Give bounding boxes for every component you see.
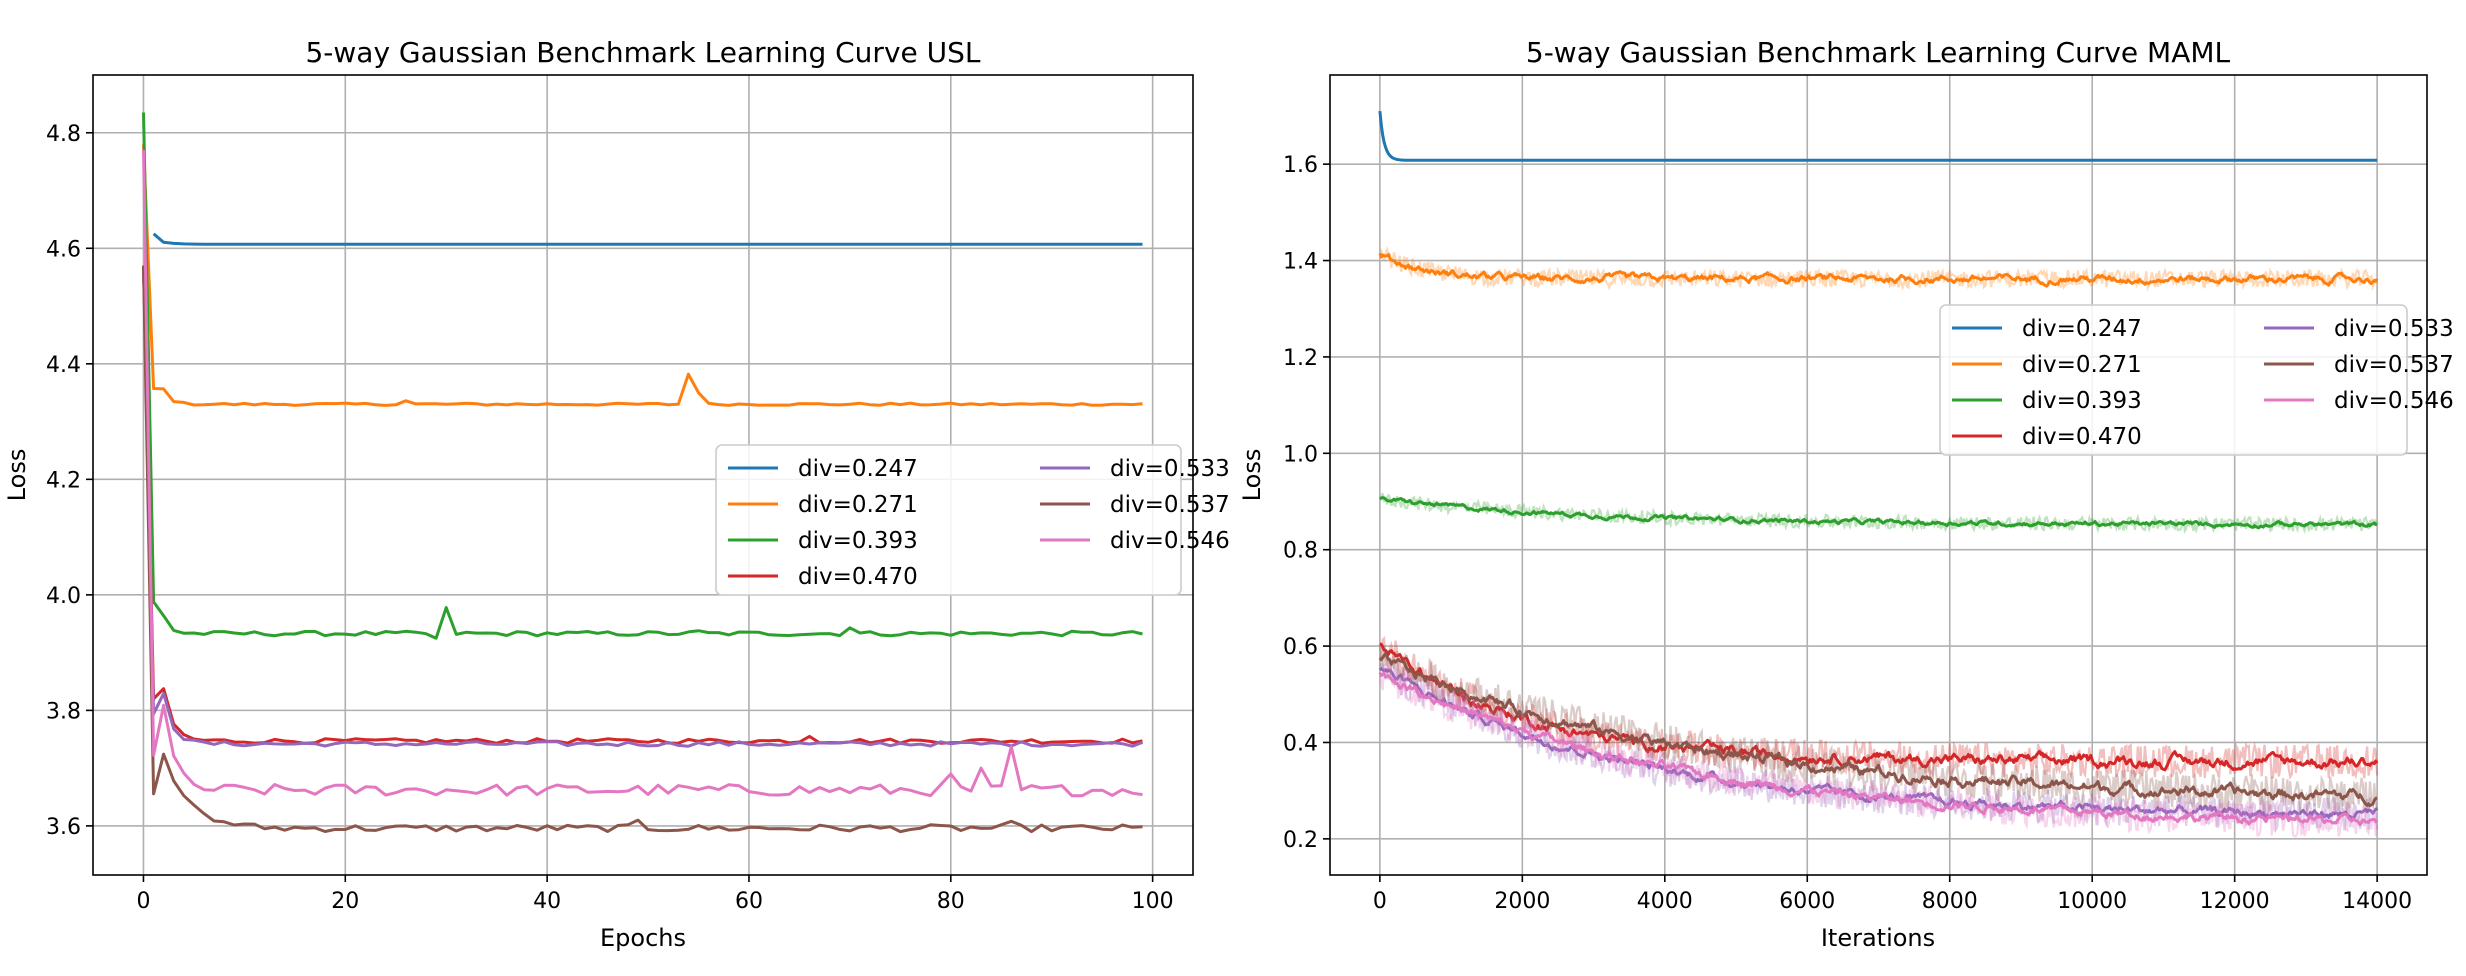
maml-y-tick-label: 0.2 xyxy=(1283,828,1318,853)
maml-series-line-div-0.533 xyxy=(1378,666,2379,820)
usl-series-line-div-0.393 xyxy=(142,112,1143,640)
maml-chart-title: 5-way Gaussian Benchmark Learning Curve … xyxy=(1526,36,2231,69)
maml-y-tick-label: 0.4 xyxy=(1283,731,1318,756)
usl-y-tick-label: 4.8 xyxy=(46,122,81,147)
usl-y-tick-label: 4.2 xyxy=(46,468,81,493)
usl-x-tick-label: 20 xyxy=(331,889,359,914)
maml-x-tick-label: 8000 xyxy=(1922,889,1978,914)
maml-y-tick-label: 0.6 xyxy=(1283,635,1318,660)
usl-x-tick-label: 60 xyxy=(735,889,763,914)
usl-legend-label: div=0.533 xyxy=(1110,456,1230,482)
usl-x-tick-label: 40 xyxy=(533,889,561,914)
maml-series-line-div-0.393 xyxy=(1379,496,2378,530)
maml-raw-line-div-0.470 xyxy=(1378,636,2379,780)
usl-series-line-div-0.533 xyxy=(142,265,1144,748)
maml-x-tick-label: 12000 xyxy=(2200,889,2270,914)
maml-ticks: 0 2000 4000 6000 8000 10000 12000 14000 0.2 0.4 0.… xyxy=(1283,153,2412,914)
maml-raw-line-div-0.271 xyxy=(1378,246,2378,292)
maml-legend-label: div=0.470 xyxy=(2022,424,2142,450)
usl-y-tick-label: 4.6 xyxy=(46,237,81,262)
maml-raw-line-div-0.533 xyxy=(1378,656,2379,834)
maml-y-axis-label: Loss xyxy=(1238,449,1266,502)
maml-series-line-div-0.470 xyxy=(1379,642,2379,772)
maml-series-line-div-0.271 xyxy=(1378,252,2379,288)
maml-x-tick-label: 2000 xyxy=(1494,889,1550,914)
maml-x-tick-label: 0 xyxy=(1373,889,1387,914)
maml-raw-line-div-0.546 xyxy=(1378,663,2379,838)
usl-plot-frame xyxy=(92,74,1194,876)
maml-y-tick-label: 1.4 xyxy=(1283,250,1318,275)
usl-y-tick-label: 4.4 xyxy=(46,353,81,378)
usl-x-tick-label: 80 xyxy=(937,889,965,914)
maml-x-tick-label: 10000 xyxy=(2057,889,2127,914)
usl-chart-title: 5-way Gaussian Benchmark Learning Curve … xyxy=(305,36,980,69)
maml-x-tick-label: 4000 xyxy=(1637,889,1693,914)
maml-y-tick-label: 1.0 xyxy=(1283,442,1318,467)
usl-legend-label: div=0.247 xyxy=(798,456,918,482)
usl-legend: div=0.247 div=0.271 div=0.393 div=0.470 div=… xyxy=(715,444,1230,596)
usl-x-tick-label: 0 xyxy=(136,889,150,914)
maml-y-tick-label: 1.6 xyxy=(1283,153,1318,178)
usl-legend-box xyxy=(715,444,1182,596)
maml-series xyxy=(1378,110,2379,838)
usl-y-tick-label: 3.6 xyxy=(46,815,81,840)
maml-legend-box xyxy=(1939,304,2408,456)
maml-x-tick-label: 6000 xyxy=(1779,889,1835,914)
usl-legend-label: div=0.546 xyxy=(1110,528,1230,554)
usl-series xyxy=(142,112,1144,834)
usl-y-axis-label: Loss xyxy=(3,449,31,502)
usl-series-line-div-0.537 xyxy=(142,265,1143,834)
usl-y-tick-label: 4.0 xyxy=(46,584,81,609)
maml-series-line-div-0.546 xyxy=(1378,671,2378,827)
maml-chart: 5-way Gaussian Benchmark Learning Curve … xyxy=(1238,36,2454,952)
usl-y-tick-label: 3.8 xyxy=(46,699,81,724)
usl-chart: 5-way Gaussian Benchmark Learning Curve … xyxy=(3,36,1230,952)
usl-legend-label: div=0.470 xyxy=(798,564,918,590)
maml-x-tick-label: 14000 xyxy=(2342,889,2412,914)
maml-legend: div=0.247 div=0.271 div=0.393 div=0.470 div=… xyxy=(1939,304,2454,456)
usl-x-tick-label: 100 xyxy=(1132,889,1174,914)
usl-ticks: 0 20 40 60 80 100 3.6 3.8 4.0 4.2 4.4 4.6 4.8 xyxy=(46,122,1174,914)
usl-series-line-div-0.271 xyxy=(142,144,1143,407)
usl-series-line-div-0.247 xyxy=(152,232,1143,246)
usl-legend-label: div=0.537 xyxy=(1110,492,1230,518)
maml-legend-label: div=0.247 xyxy=(2022,316,2142,342)
maml-plot-frame xyxy=(1329,74,2428,876)
maml-legend-label: div=0.546 xyxy=(2334,388,2454,414)
usl-legend-label: div=0.271 xyxy=(798,492,918,518)
maml-y-tick-label: 1.2 xyxy=(1283,346,1318,371)
maml-legend-label: div=0.537 xyxy=(2334,352,2454,378)
maml-legend-label: div=0.393 xyxy=(2022,388,2142,414)
usl-series-line-div-0.546 xyxy=(142,150,1143,798)
usl-x-axis-label: Epochs xyxy=(600,924,686,952)
maml-legend-label: div=0.533 xyxy=(2334,316,2454,342)
maml-legend-label: div=0.271 xyxy=(2022,352,2142,378)
maml-x-axis-label: Iterations xyxy=(1821,924,1935,952)
maml-y-tick-label: 0.8 xyxy=(1283,539,1318,564)
usl-legend-label: div=0.393 xyxy=(798,528,918,554)
maml-series-line-div-0.537 xyxy=(1378,652,2378,808)
maml-series-line-div-0.247 xyxy=(1378,110,2378,162)
